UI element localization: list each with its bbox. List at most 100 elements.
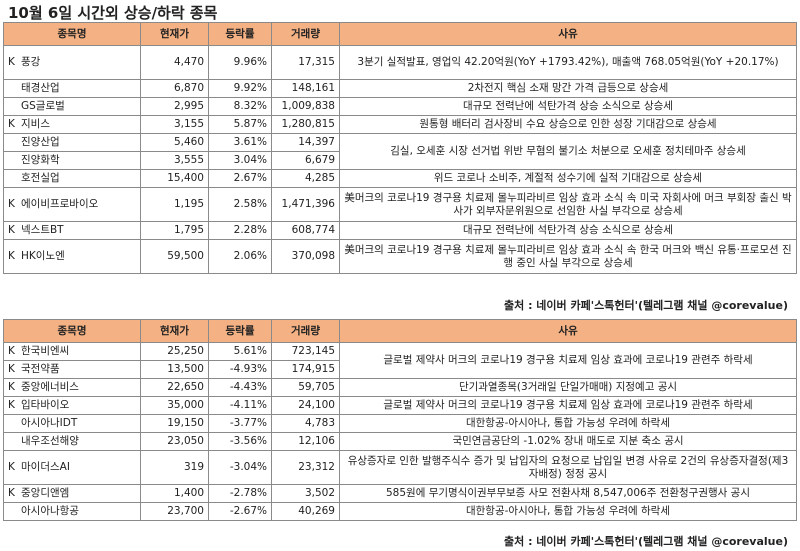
rate-cell: 5.87%: [208, 115, 272, 134]
stock-name-cell: 호전실업: [3, 169, 141, 188]
price-cell: 25,250: [140, 342, 209, 361]
volume-cell: 12,106: [271, 432, 340, 451]
stock-name: 호전실업: [21, 172, 60, 184]
rate-cell: -2.78%: [208, 484, 272, 503]
market-prefix: K: [8, 224, 15, 236]
table-row: 아시아나IDT 19,150 -3.77% 4,783 대한항공-아시아나, 통합 가능…: [3, 414, 797, 433]
stock-name: 태경산업: [21, 82, 60, 94]
market-prefix: K: [8, 118, 15, 130]
volume-cell: 723,145: [271, 342, 340, 361]
table-row: K 지비스 3,155 5.87% 1,280,815 원통형 배터리 검사장비 수요 상…: [3, 115, 797, 134]
header-price: 현재가: [140, 319, 209, 343]
price-cell: 15,400: [140, 169, 209, 188]
stock-name-cell: K 한국비엔씨: [3, 342, 141, 361]
volume-cell: 3,502: [271, 484, 340, 503]
table-row: K HK이노엔 59,500 2.06% 370,098 美머크의 코로나19 경구용 치…: [3, 239, 797, 274]
reason-cell: 대규모 전력난에 석탄가격 상승 소식으로 상승세: [339, 97, 797, 116]
volume-cell: 174,915: [271, 360, 340, 379]
reason-cell: 대규모 전력난에 석탄가격 상승 소식으로 상승세: [339, 221, 797, 240]
price-cell: 3,155: [140, 115, 209, 134]
table-row: K 에이비프로바이오 1,195 2.58% 1,471,396 美머크의 코로나19 경…: [3, 187, 797, 222]
table-row: K 한국비엔씨 25,250 5.61% 723,145 글로벌 제약사 머크의 코로나1…: [3, 342, 797, 379]
table-row: 내우조선해양 23,050 -3.56% 12,106 국민연금공단의 -1.02% 장…: [3, 432, 797, 451]
rate-cell: -2.67%: [208, 502, 272, 521]
market-prefix: K: [8, 381, 15, 393]
market-prefix: K: [8, 487, 15, 499]
rising-rows: K 풍강 4,470 9.96% 17,315 3분기 실적발표, 영업익 42.20억원…: [3, 45, 797, 274]
rate-cell: 9.96%: [208, 45, 272, 80]
table-row: K 입타바이오 35,000 -4.11% 24,100 글로벌 제약사 머크의 코로나1…: [3, 396, 797, 415]
volume-cell: 17,315: [271, 45, 340, 80]
reason-cell: 위드 코로나 소비주, 계절적 성수기에 실적 기대감으로 상승세: [339, 169, 797, 188]
table-row: 진양산업 5,460 3.61% 14,397 김실, 오세훈 시장 선거법 위반 무혐…: [3, 133, 797, 170]
table-row: 아시아나항공 23,700 -2.67% 40,269 대한항공-아시아나, 통합 가능…: [3, 502, 797, 521]
reason-cell: 글로벌 제약사 머크의 코로나19 경구용 치료제 임상 효과에 코로나19 관…: [339, 342, 797, 379]
reason-cell: 단기과열종목(3거래일 단일가매매) 지정예고 공시: [339, 378, 797, 397]
volume-cell: 370,098: [271, 239, 340, 274]
rate-cell: -4.11%: [208, 396, 272, 415]
reason-cell: 585원에 무기명식이권부무보증 사모 전환사채 8,547,006주 전환청구…: [339, 484, 797, 503]
header-rate: 등락률: [208, 319, 272, 343]
volume-cell: 608,774: [271, 221, 340, 240]
rate-cell: 2.06%: [208, 239, 272, 274]
price-cell: 2,995: [140, 97, 209, 116]
stock-name: 국전약품: [21, 363, 60, 375]
price-cell: 35,000: [140, 396, 209, 415]
reason-cell: 3분기 실적발표, 영업익 42.20억원(YoY +1793.42%), 매출…: [339, 45, 797, 80]
table-header-row: 종목명 현재가 등락률 거래량 사유: [3, 22, 797, 46]
rising-stocks-table: 종목명 현재가 등락률 거래량 사유 K 풍강 4,470 9.96% 17,315 3분…: [3, 22, 797, 274]
header-price: 현재가: [140, 22, 209, 46]
reason-cell: 美머크의 코로나19 경구용 치료제 몰누피라비르 임상 효과 소식 속 미국 …: [339, 187, 797, 222]
price-cell: 5,460: [140, 133, 209, 152]
rate-cell: 2.67%: [208, 169, 272, 188]
price-cell: 1,400: [140, 484, 209, 503]
stock-name-cell: K 중앙디앤엠: [3, 484, 141, 503]
stock-name: 진양산업: [21, 136, 60, 148]
page-title: 10월 6일 시간외 상승/하락 종목: [8, 4, 218, 22]
stock-name-cell: K 에이비프로바이오: [3, 187, 141, 222]
volume-cell: 24,100: [271, 396, 340, 415]
reason-cell: 국민연금공단의 -1.02% 장내 매도로 지분 축소 공시: [339, 432, 797, 451]
stock-name-cell: 내우조선해양: [3, 432, 141, 451]
table-header-row: 종목명 현재가 등락률 거래량 사유: [3, 319, 797, 343]
reason-cell: 2차전지 핵심 소재 망간 가격 급등으로 상승세: [339, 79, 797, 98]
volume-cell: 1,280,815: [271, 115, 340, 134]
reason-cell: 김실, 오세훈 시장 선거법 위반 무혐의 불기소 처분으로 오세훈 정치테마주…: [339, 133, 797, 170]
stock-name: 넥스트BT: [21, 224, 64, 236]
rate-cell: 3.04%: [208, 151, 272, 170]
market-prefix: K: [8, 198, 15, 210]
table-row: K 중앙에너비스 22,650 -4.43% 59,705 단기과열종목(3거래일 단일가…: [3, 378, 797, 397]
market-prefix: K: [8, 345, 15, 357]
volume-cell: 6,679: [271, 151, 340, 170]
table-row: GS글로벌 2,995 8.32% 1,009,838 대규모 전력난에 석탄가격 상승…: [3, 97, 797, 116]
stock-name-cell: 태경산업: [3, 79, 141, 98]
price-cell: 23,700: [140, 502, 209, 521]
table-row: 호전실업 15,400 2.67% 4,285 위드 코로나 소비주, 계절적 성수기에…: [3, 169, 797, 188]
stock-name-cell: 아시아나항공: [3, 502, 141, 521]
volume-cell: 148,161: [271, 79, 340, 98]
stock-name: 풍강: [21, 56, 41, 68]
stock-name-cell: K 입타바이오: [3, 396, 141, 415]
volume-cell: 1,471,396: [271, 187, 340, 222]
stock-name-cell: K 지비스: [3, 115, 141, 134]
price-cell: 3,555: [140, 151, 209, 170]
header-name: 종목명: [3, 319, 141, 343]
header-reason: 사유: [339, 22, 797, 46]
market-prefix: K: [8, 363, 15, 375]
reason-cell: 美머크의 코로나19 경구용 치료제 몰누피라비르 임상 효과 소식 속 한국 …: [339, 239, 797, 274]
rate-cell: 9.92%: [208, 79, 272, 98]
table-row: K 넥스트BT 1,795 2.28% 608,774 대규모 전력난에 석탄가격 상승 …: [3, 221, 797, 240]
table-row: K 풍강 4,470 9.96% 17,315 3분기 실적발표, 영업익 42.20억원…: [3, 45, 797, 80]
stock-name: GS글로벌: [21, 100, 65, 112]
rate-cell: 2.58%: [208, 187, 272, 222]
price-cell: 1,795: [140, 221, 209, 240]
header-reason: 사유: [339, 319, 797, 343]
price-cell: 23,050: [140, 432, 209, 451]
falling-rows: K 한국비엔씨 25,250 5.61% 723,145 글로벌 제약사 머크의 코로나1…: [3, 342, 797, 521]
reason-cell: 유상증자로 인한 발행주식수 증가 및 납입자의 요청으로 납입일 변경 사유로…: [339, 450, 797, 485]
rate-cell: -3.77%: [208, 414, 272, 433]
stock-name-cell: 진양산업: [3, 133, 141, 152]
stock-name: 입타바이오: [21, 399, 70, 411]
price-cell: 4,470: [140, 45, 209, 80]
stock-name: 아시아나IDT: [21, 417, 78, 429]
